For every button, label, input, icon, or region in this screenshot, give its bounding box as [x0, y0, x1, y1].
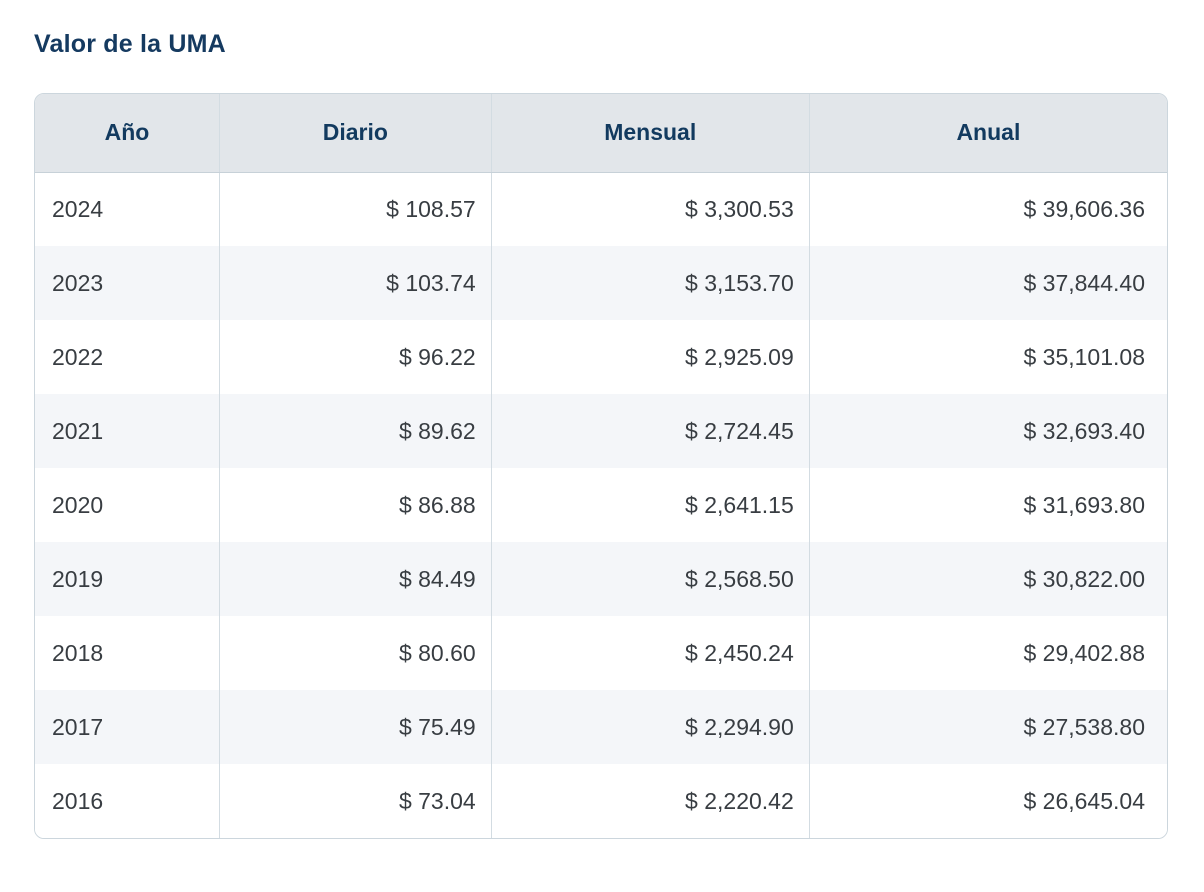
anual-cell: $ 29,402.88: [808, 616, 1167, 690]
anual-cell: $ 27,538.80: [808, 690, 1167, 764]
table-row: 2022 $ 96.22 $ 2,925.09 $ 35,101.08: [35, 320, 1167, 394]
diario-cell: $ 80.60: [219, 616, 492, 690]
column-header-ano: Año: [35, 94, 220, 173]
mensual-cell: $ 3,153.70: [490, 246, 810, 320]
mensual-cell: $ 2,724.45: [490, 394, 810, 468]
diario-cell: $ 75.49: [219, 690, 492, 764]
year-cell: 2018: [35, 616, 220, 690]
year-cell: 2022: [35, 320, 220, 394]
mensual-cell: $ 2,450.24: [490, 616, 810, 690]
mensual-cell: $ 2,641.15: [490, 468, 810, 542]
anual-cell: $ 35,101.08: [808, 320, 1167, 394]
diario-cell: $ 86.88: [219, 468, 492, 542]
anual-cell: $ 37,844.40: [808, 246, 1167, 320]
uma-table: Año Diario Mensual Anual 2024 $ 108.57 $ 3…: [35, 94, 1167, 838]
diario-cell: $ 103.74: [219, 246, 492, 320]
table-row: 2020 $ 86.88 $ 2,641.15 $ 31,693.80: [35, 468, 1167, 542]
table-row: 2019 $ 84.49 $ 2,568.50 $ 30,822.00: [35, 542, 1167, 616]
table-row: 2021 $ 89.62 $ 2,724.45 $ 32,693.40: [35, 394, 1167, 468]
mensual-cell: $ 2,294.90: [490, 690, 810, 764]
table-row: 2023 $ 103.74 $ 3,153.70 $ 37,844.40: [35, 246, 1167, 320]
column-header-anual: Anual: [808, 94, 1167, 173]
diario-cell: $ 96.22: [219, 320, 492, 394]
diario-cell: $ 73.04: [219, 764, 492, 838]
table-row: 2024 $ 108.57 $ 3,300.53 $ 39,606.36: [35, 172, 1167, 246]
column-header-diario: Diario: [219, 94, 492, 173]
uma-table-header: Año Diario Mensual Anual: [35, 94, 1167, 173]
table-row: 2017 $ 75.49 $ 2,294.90 $ 27,538.80: [35, 690, 1167, 764]
uma-page: Valor de la UMA Año Diario Mensual Anual…: [34, 30, 1168, 839]
header-row: Año Diario Mensual Anual: [35, 94, 1167, 173]
year-cell: 2017: [35, 690, 220, 764]
column-header-mensual: Mensual: [490, 94, 810, 173]
diario-cell: $ 108.57: [219, 172, 492, 246]
year-cell: 2021: [35, 394, 220, 468]
diario-cell: $ 89.62: [219, 394, 492, 468]
year-cell: 2024: [35, 172, 220, 246]
mensual-cell: $ 2,568.50: [490, 542, 810, 616]
year-cell: 2023: [35, 246, 220, 320]
diario-cell: $ 84.49: [219, 542, 492, 616]
table-row: 2018 $ 80.60 $ 2,450.24 $ 29,402.88: [35, 616, 1167, 690]
year-cell: 2019: [35, 542, 220, 616]
year-cell: 2020: [35, 468, 220, 542]
anual-cell: $ 31,693.80: [808, 468, 1167, 542]
anual-cell: $ 30,822.00: [808, 542, 1167, 616]
uma-table-container: Año Diario Mensual Anual 2024 $ 108.57 $ 3…: [34, 93, 1168, 839]
anual-cell: $ 26,645.04: [808, 764, 1167, 838]
year-cell: 2016: [35, 764, 220, 838]
page-title: Valor de la UMA: [34, 30, 226, 58]
anual-cell: $ 32,693.40: [808, 394, 1167, 468]
mensual-cell: $ 2,925.09: [490, 320, 810, 394]
table-row: 2016 $ 73.04 $ 2,220.42 $ 26,645.04: [35, 764, 1167, 838]
uma-table-body: 2024 $ 108.57 $ 3,300.53 $ 39,606.36 2023 $ 1…: [35, 172, 1167, 838]
mensual-cell: $ 2,220.42: [490, 764, 810, 838]
mensual-cell: $ 3,300.53: [490, 172, 810, 246]
anual-cell: $ 39,606.36: [808, 172, 1167, 246]
